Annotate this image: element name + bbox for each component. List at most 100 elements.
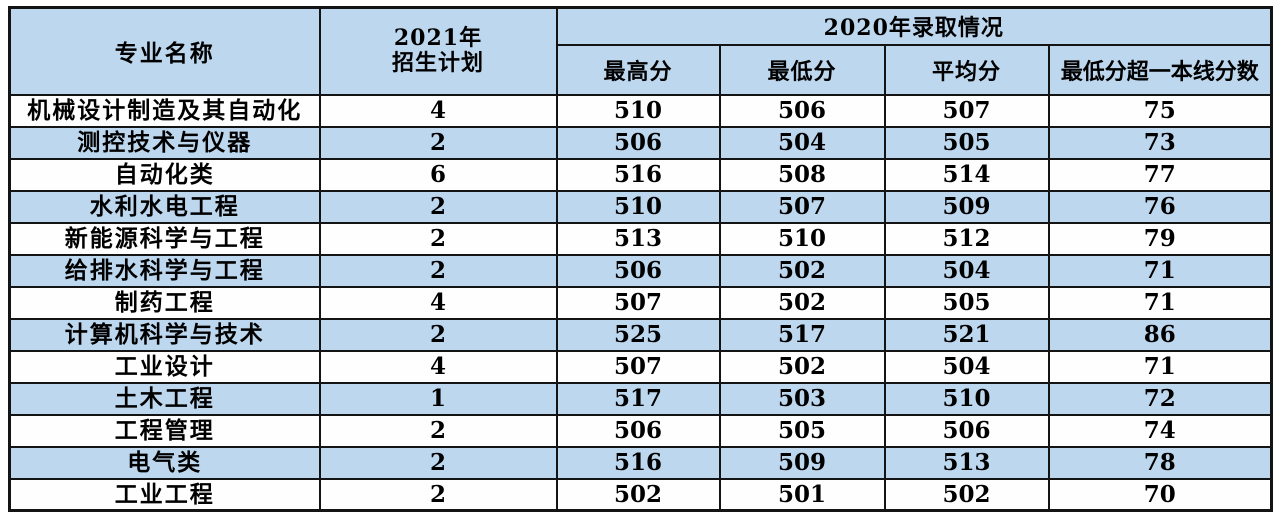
cell-over-line: 79 xyxy=(1047,221,1273,256)
table-row: 计算机科学与技术 2 525 517 521 86 xyxy=(8,317,1273,352)
cell-over-line: 75 xyxy=(1047,93,1273,128)
cell-max-score: 510 xyxy=(555,189,721,224)
cell-min-score: 506 xyxy=(718,93,886,128)
col-header-major-name: 专业名称 xyxy=(8,6,321,96)
cell-over-line: 71 xyxy=(1047,253,1273,288)
cell-plan-count: 2 xyxy=(318,317,558,352)
table-header: 专业名称 2021年 招生计划 2020年录取情况 最高分 最低分 平均分 最低… xyxy=(8,6,1273,96)
cell-max-score: 507 xyxy=(555,349,721,384)
cell-avg-score: 512 xyxy=(883,221,1050,256)
cell-min-score: 502 xyxy=(718,253,886,288)
cell-max-score: 507 xyxy=(555,285,721,320)
cell-over-line: 76 xyxy=(1047,189,1273,224)
cell-major-name: 土木工程 xyxy=(8,381,321,416)
cell-min-score: 501 xyxy=(718,477,886,512)
cell-plan-count: 2 xyxy=(318,253,558,288)
col-header-min-over-line: 最低分超一本线分数 xyxy=(1047,43,1273,96)
cell-avg-score: 509 xyxy=(883,189,1050,224)
cell-min-score: 517 xyxy=(718,317,886,352)
col-header-2020-admission-group: 2020年录取情况 xyxy=(555,6,1273,46)
cell-major-name: 工业设计 xyxy=(8,349,321,384)
cell-max-score: 506 xyxy=(555,413,721,448)
cell-plan-count: 2 xyxy=(318,125,558,160)
plan-header-line2: 招生计划 xyxy=(391,50,484,77)
table-row: 新能源科学与工程 2 513 510 512 79 xyxy=(8,221,1273,256)
cell-max-score: 510 xyxy=(555,93,721,128)
cell-over-line: 77 xyxy=(1047,157,1273,192)
cell-plan-count: 4 xyxy=(318,349,558,384)
cell-max-score: 525 xyxy=(555,317,721,352)
cell-min-score: 504 xyxy=(718,125,886,160)
cell-avg-score: 506 xyxy=(883,413,1050,448)
cell-plan-count: 2 xyxy=(318,413,558,448)
table-row: 给排水科学与工程 2 506 502 504 71 xyxy=(8,253,1273,288)
cell-major-name: 工程管理 xyxy=(8,413,321,448)
col-header-max-score: 最高分 xyxy=(555,43,721,96)
cell-avg-score: 505 xyxy=(883,125,1050,160)
cell-avg-score: 513 xyxy=(883,445,1050,480)
cell-min-score: 510 xyxy=(718,221,886,256)
cell-plan-count: 2 xyxy=(318,477,558,512)
header-row-top: 专业名称 2021年 招生计划 2020年录取情况 xyxy=(8,6,1273,96)
plan-header-line1: 2021年 xyxy=(393,24,483,51)
cell-major-name: 计算机科学与技术 xyxy=(8,317,321,352)
cell-max-score: 516 xyxy=(555,157,721,192)
cell-over-line: 86 xyxy=(1047,317,1273,352)
cell-plan-count: 4 xyxy=(318,285,558,320)
table-row: 电气类 2 516 509 513 78 xyxy=(8,445,1273,480)
cell-major-name: 测控技术与仪器 xyxy=(8,125,321,160)
cell-plan-count: 1 xyxy=(318,381,558,416)
cell-min-score: 503 xyxy=(718,381,886,416)
cell-avg-score: 510 xyxy=(883,381,1050,416)
table-row: 测控技术与仪器 2 506 504 505 73 xyxy=(8,125,1273,160)
cell-max-score: 502 xyxy=(555,477,721,512)
cell-over-line: 72 xyxy=(1047,381,1273,416)
cell-over-line: 71 xyxy=(1047,285,1273,320)
cell-min-score: 507 xyxy=(718,189,886,224)
col-header-avg-score: 平均分 xyxy=(883,43,1050,96)
cell-avg-score: 502 xyxy=(883,477,1050,512)
cell-min-score: 509 xyxy=(718,445,886,480)
cell-plan-count: 2 xyxy=(318,221,558,256)
cell-plan-count: 4 xyxy=(318,93,558,128)
table-row: 机械设计制造及其自动化 4 510 506 507 75 xyxy=(8,93,1273,128)
cell-major-name: 工业工程 xyxy=(8,477,321,512)
cell-max-score: 506 xyxy=(555,125,721,160)
cell-over-line: 71 xyxy=(1047,349,1273,384)
cell-avg-score: 507 xyxy=(883,93,1050,128)
cell-min-score: 508 xyxy=(718,157,886,192)
table-row: 土木工程 1 517 503 510 72 xyxy=(8,381,1273,416)
cell-plan-count: 6 xyxy=(318,157,558,192)
table-body: 机械设计制造及其自动化 4 510 506 507 75 测控技术与仪器 2 5… xyxy=(8,93,1273,512)
table-row: 工业设计 4 507 502 504 71 xyxy=(8,349,1273,384)
cell-major-name: 水利水电工程 xyxy=(8,189,321,224)
cell-min-score: 505 xyxy=(718,413,886,448)
table-row: 制药工程 4 507 502 505 71 xyxy=(8,285,1273,320)
cell-major-name: 新能源科学与工程 xyxy=(8,221,321,256)
cell-max-score: 516 xyxy=(555,445,721,480)
cell-major-name: 自动化类 xyxy=(8,157,321,192)
cell-over-line: 74 xyxy=(1047,413,1273,448)
table-row: 工业工程 2 502 501 502 70 xyxy=(8,477,1273,512)
cell-avg-score: 521 xyxy=(883,317,1050,352)
cell-max-score: 517 xyxy=(555,381,721,416)
header-row-sub: 最高分 最低分 平均分 最低分超一本线分数 xyxy=(10,43,1273,96)
cell-min-score: 502 xyxy=(718,285,886,320)
cell-avg-score: 504 xyxy=(883,349,1050,384)
cell-max-score: 506 xyxy=(555,253,721,288)
cell-major-name: 机械设计制造及其自动化 xyxy=(8,93,321,128)
table-row: 水利水电工程 2 510 507 509 76 xyxy=(8,189,1273,224)
cell-avg-score: 504 xyxy=(883,253,1050,288)
col-header-min-score: 最低分 xyxy=(718,43,886,96)
table-row: 自动化类 6 516 508 514 77 xyxy=(8,157,1273,192)
cell-major-name: 制药工程 xyxy=(8,285,321,320)
cell-plan-count: 2 xyxy=(318,189,558,224)
cell-over-line: 70 xyxy=(1047,477,1273,512)
admission-score-table: 专业名称 2021年 招生计划 2020年录取情况 最高分 最低分 平均分 最低… xyxy=(8,6,1274,512)
cell-over-line: 78 xyxy=(1047,445,1273,480)
cell-over-line: 73 xyxy=(1047,125,1273,160)
cell-max-score: 513 xyxy=(555,221,721,256)
col-header-2021-plan: 2021年 招生计划 xyxy=(318,6,558,96)
cell-min-score: 502 xyxy=(718,349,886,384)
